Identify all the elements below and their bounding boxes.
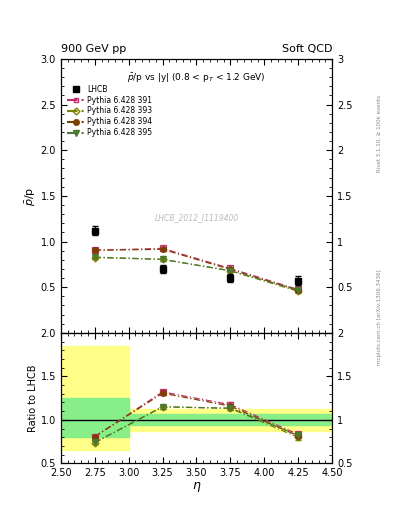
- Bar: [129, 410, 332, 431]
- Y-axis label: Ratio to LHCB: Ratio to LHCB: [28, 365, 38, 432]
- Text: Rivet 3.1.10, ≥ 100k events: Rivet 3.1.10, ≥ 100k events: [377, 95, 382, 172]
- Bar: [61, 398, 129, 437]
- Text: $\bar{p}$/p vs |y| (0.8 < p$_{T}$ < 1.2 GeV): $\bar{p}$/p vs |y| (0.8 < p$_{T}$ < 1.2 …: [127, 71, 266, 84]
- Bar: [61, 346, 129, 451]
- Text: mcplots.cern.ch [arXiv:1306.3436]: mcplots.cern.ch [arXiv:1306.3436]: [377, 270, 382, 365]
- Legend: LHCB, Pythia 6.428 391, Pythia 6.428 393, Pythia 6.428 394, Pythia 6.428 395: LHCB, Pythia 6.428 391, Pythia 6.428 393…: [68, 84, 152, 137]
- Y-axis label: $\bar{p}$/p: $\bar{p}$/p: [24, 186, 38, 205]
- Text: LHCB_2012_I1119400: LHCB_2012_I1119400: [154, 214, 239, 222]
- Text: Soft QCD: Soft QCD: [282, 44, 332, 54]
- Text: 900 GeV pp: 900 GeV pp: [61, 44, 126, 54]
- Bar: [129, 414, 332, 425]
- X-axis label: $\eta$: $\eta$: [192, 480, 201, 494]
